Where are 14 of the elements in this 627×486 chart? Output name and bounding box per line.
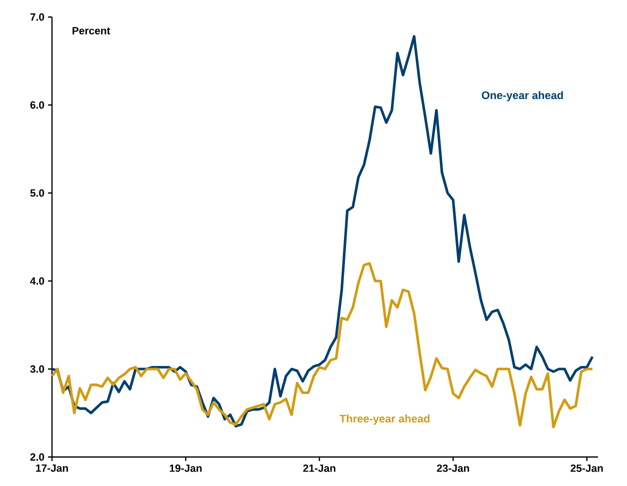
text: Three-year ahead [340,414,430,425]
y-tick-label: 2.0 [30,453,44,461]
x-tick-label: 25-Jan [570,464,603,472]
x-tick-label: 23-Jan [436,464,470,472]
x-tick-label: 17-Jan [36,464,68,472]
text: One-year ahead [482,91,563,102]
y-tick-label: 7.0 [30,13,44,21]
y-tick-label: 3.0 [30,365,44,373]
x-tick-label: 21-Jan [303,464,336,472]
y-tick-label: 4.0 [30,277,44,285]
y-tick-label: 5.0 [30,189,44,197]
y-axis-title: Percent [72,27,110,34]
y-tick-label: 6.0 [30,101,44,109]
x-tick-label: 19-Jan [170,464,202,472]
